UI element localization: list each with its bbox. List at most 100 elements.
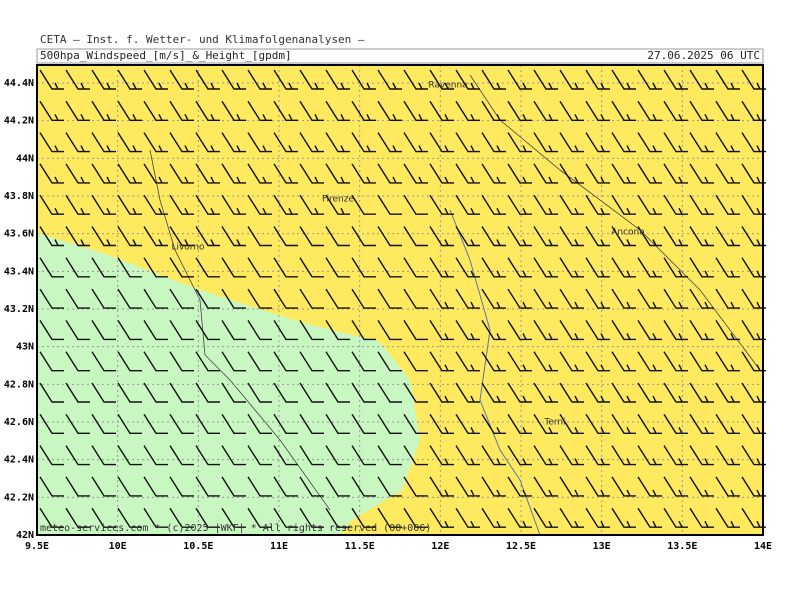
wind-barb [273,476,298,497]
wind-barb [39,163,64,184]
wind-barb [325,320,350,341]
wind-barb [715,163,740,184]
wind-barb [689,476,714,497]
wind-barb [455,132,480,153]
wind-barb [91,132,116,153]
wind-barb [247,288,272,309]
wind-barb [611,320,636,341]
wind-barb [221,476,246,497]
wind-barb [39,320,64,341]
wind-barb [325,194,350,215]
wind-barb [351,257,376,278]
wind-barb [533,320,558,341]
wind-barb [611,507,636,528]
wind-barb [143,226,168,247]
wind-barb [533,257,558,278]
wind-barb [611,382,636,403]
wind-barb [611,226,636,247]
wind-barb [637,413,662,434]
wind-barb [39,226,64,247]
wind-barb [455,257,480,278]
wind-barb [117,445,142,466]
wind-barb [637,226,662,247]
wind-barb [143,288,168,309]
wind-barb [481,257,506,278]
wind-barb [455,288,480,309]
wind-barb [65,351,90,372]
wind-barb [299,476,324,497]
wind-barb [403,351,428,372]
wind-barb [611,163,636,184]
wind-barb [715,69,740,90]
wind-barb [533,445,558,466]
wind-barb [221,351,246,372]
wind-barb [663,257,688,278]
wind-barb [377,445,402,466]
wind-barb [169,69,194,90]
y-tick-label: 43.4N [4,266,34,277]
wind-barb [273,163,298,184]
wind-barb [637,320,662,341]
wind-barb [117,226,142,247]
wind-barb [325,163,350,184]
wind-barb [611,69,636,90]
wind-barb [39,132,64,153]
wind-barb [559,413,584,434]
wind-barb [169,445,194,466]
wind-barb [117,382,142,403]
wind-barb [507,257,532,278]
y-tick-label: 42.4N [4,455,34,466]
wind-barb [429,507,454,528]
wind-barb [611,194,636,215]
wind-barb [559,132,584,153]
wind-barb [65,507,90,528]
wind-barb [299,351,324,372]
wind-barb [169,194,194,215]
wind-barb [403,320,428,341]
wind-barb [117,320,142,341]
wind-barb [351,351,376,372]
wind-barb [663,288,688,309]
wind-barb [91,507,116,528]
wind-barb [247,382,272,403]
wind-barb [559,445,584,466]
wind-barb [689,194,714,215]
wind-barb [299,163,324,184]
wind-barb [273,257,298,278]
wind-barb [325,257,350,278]
wind-barb [559,351,584,372]
wind-barb [273,226,298,247]
wind-barb [507,194,532,215]
wind-barb [715,100,740,121]
wind-barb [377,476,402,497]
wind-barb [689,288,714,309]
wind-barb [689,320,714,341]
wind-barb [715,445,740,466]
wind-barb [377,257,402,278]
wind-barb [715,288,740,309]
wind-barb [351,476,376,497]
wind-barb [169,288,194,309]
wind-barb [221,226,246,247]
wind-barb [715,476,740,497]
wind-barb [39,100,64,121]
wind-barb [65,69,90,90]
wind-barb [247,69,272,90]
wind-barb [637,163,662,184]
wind-barb [429,476,454,497]
wind-barb [715,351,740,372]
wind-barb [663,413,688,434]
wind-barb [429,445,454,466]
wind-barb [91,69,116,90]
x-tick-label: 12.5E [506,541,536,552]
wind-barb [143,100,168,121]
coastline [149,149,331,511]
wind-barb [221,413,246,434]
wind-barb [403,132,428,153]
wind-barb [273,69,298,90]
wind-barb [299,507,324,528]
wind-barb [663,194,688,215]
wind-barb [533,194,558,215]
wind-barb [195,257,220,278]
wind-barb [637,288,662,309]
